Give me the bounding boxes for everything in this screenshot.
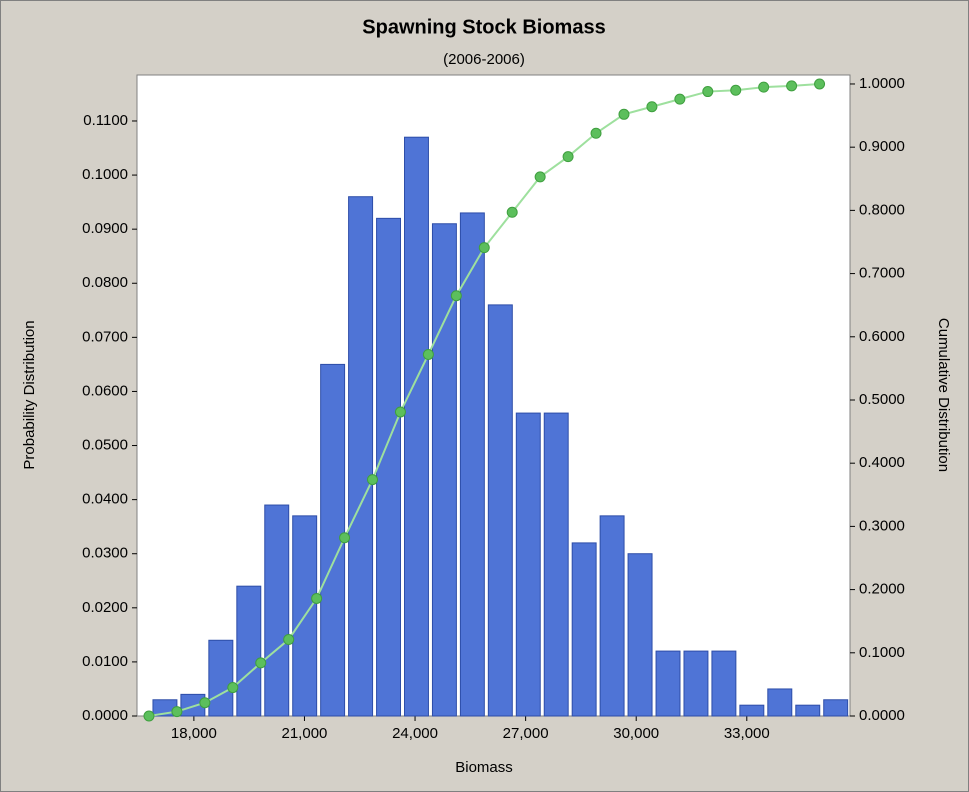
bar <box>459 212 485 717</box>
cumulative-point <box>814 78 826 90</box>
cumulative-point <box>730 84 742 96</box>
y2-tick-label: 0.5000 <box>859 391 905 408</box>
y2-tick-label: 0.6000 <box>859 328 905 345</box>
cumulative-point <box>227 682 239 694</box>
y2-tick-label: 0.3000 <box>859 517 905 534</box>
cumulative-point <box>478 242 490 254</box>
cumulative-point <box>422 348 434 360</box>
cumulative-point <box>590 127 602 139</box>
cumulative-point <box>450 290 462 302</box>
bar <box>376 217 402 717</box>
cumulative-point <box>255 657 267 669</box>
cumulative-point <box>367 474 379 486</box>
y-tick-label: 0.0100 <box>82 653 128 670</box>
y-tick-label: 0.0300 <box>82 545 128 562</box>
bar <box>348 196 374 717</box>
y-tick-label: 0.0200 <box>82 599 128 616</box>
y2-tick-label: 0.2000 <box>859 581 905 598</box>
y-tick-label: 0.1000 <box>82 166 128 183</box>
cumulative-point <box>674 93 686 105</box>
chart-title: Spawning Stock Biomass <box>362 16 605 38</box>
cumulative-point <box>143 710 155 722</box>
y2-tick-label: 0.7000 <box>859 265 905 282</box>
bar <box>515 412 541 717</box>
bar <box>823 699 849 717</box>
bar <box>739 704 765 717</box>
x-tick-label: 33,000 <box>724 725 770 742</box>
y-axis-label: Probability Distribution <box>21 320 38 469</box>
bar <box>431 223 457 717</box>
bar <box>599 515 625 717</box>
bar <box>683 650 709 717</box>
chart-subtitle: (2006-2006) <box>443 51 525 68</box>
cumulative-point <box>646 101 658 113</box>
bar <box>767 688 793 717</box>
cumulative-point <box>702 86 714 98</box>
cumulative-point <box>506 206 518 218</box>
y-tick-label: 0.0000 <box>82 707 128 724</box>
y-tick-label: 0.0600 <box>82 382 128 399</box>
cumulative-point <box>171 706 183 718</box>
y2-tick-label: 0.1000 <box>859 644 905 661</box>
y-tick-label: 0.1100 <box>83 112 128 129</box>
bar <box>236 585 262 717</box>
cumulative-point <box>199 697 211 709</box>
x-tick-label: 24,000 <box>392 725 438 742</box>
bar <box>487 304 513 717</box>
y-tick-label: 0.0800 <box>82 274 128 291</box>
y2-tick-label: 0.4000 <box>859 454 905 471</box>
x-axis-label: Biomass <box>455 759 513 776</box>
bar <box>404 136 429 717</box>
cumulative-point <box>339 532 351 544</box>
cumulative-point <box>618 108 630 120</box>
x-tick-label: 30,000 <box>613 725 659 742</box>
bar <box>655 650 681 717</box>
y2-tick-label: 0.8000 <box>859 201 905 218</box>
y-tick-label: 0.0400 <box>82 491 128 508</box>
y2-tick-label: 0.0000 <box>859 707 905 724</box>
bar <box>208 639 234 717</box>
cumulative-point <box>786 80 798 92</box>
y2-tick-label: 0.9000 <box>859 138 905 155</box>
y-tick-label: 0.0700 <box>82 328 128 345</box>
bar <box>711 650 737 717</box>
x-tick-label: 27,000 <box>503 725 549 742</box>
cumulative-point <box>283 634 295 646</box>
y-tick-label: 0.0900 <box>82 220 128 237</box>
y2-axis-label: Cumulative Distribution <box>935 318 952 472</box>
bar <box>543 412 569 717</box>
bar <box>627 553 653 717</box>
x-tick-label: 21,000 <box>282 725 328 742</box>
cumulative-point <box>562 151 574 163</box>
cumulative-point <box>394 406 406 418</box>
y-tick-label: 0.0500 <box>82 437 128 454</box>
x-tick-label: 18,000 <box>171 725 217 742</box>
bar <box>264 504 290 717</box>
cumulative-point <box>311 592 323 604</box>
bar <box>795 704 821 717</box>
y2-tick-label: 1.0000 <box>859 75 905 92</box>
bar <box>571 542 597 717</box>
cumulative-point <box>758 81 770 93</box>
cumulative-point <box>534 171 546 183</box>
